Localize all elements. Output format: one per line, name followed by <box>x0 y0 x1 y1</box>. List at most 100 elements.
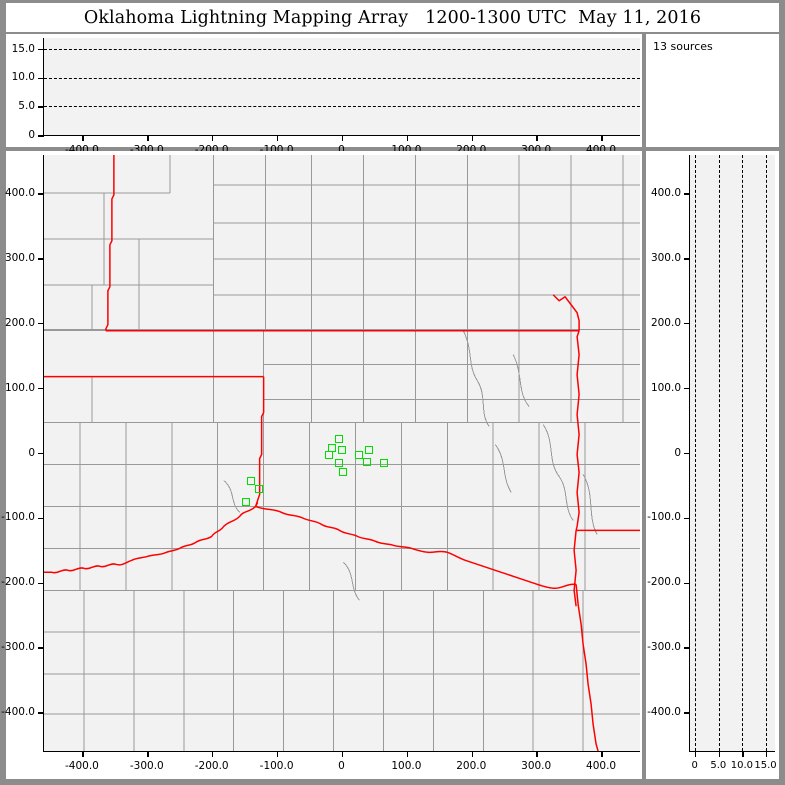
x-axis-tick-label: 400.0 <box>586 760 617 772</box>
y-axis-tick-label: -100.0 <box>1 511 35 524</box>
y-tick <box>38 106 44 108</box>
x-tick <box>536 751 538 757</box>
lightning-source-marker <box>337 446 346 455</box>
x-axis-tick-label: -400.0 <box>64 760 99 772</box>
y-tick <box>684 712 690 714</box>
time-height-plot-area[interactable] <box>38 38 640 141</box>
y-axis-tick-label: -300.0 <box>1 641 35 654</box>
y-axis-tick-label: 200.0 <box>650 316 681 329</box>
x-tick <box>406 135 409 141</box>
x-axis-tick-label: 0 <box>691 760 698 771</box>
x-tick <box>601 751 603 757</box>
x-tick <box>718 751 721 757</box>
y-tick <box>38 193 44 195</box>
x-axis-tick-label: 0 <box>338 760 345 772</box>
sources-info-panel: 13 sources <box>646 34 779 147</box>
x-axis-tick-label: 15.0 <box>754 760 777 771</box>
y-tick <box>38 322 44 325</box>
x-axis-tick-label: -300.0 <box>129 760 164 772</box>
y-axis-tick-label: 300.0 <box>4 251 35 264</box>
page-title: Oklahoma Lightning Mapping Array 1200-13… <box>83 7 702 28</box>
x-tick <box>211 751 214 757</box>
y-tick <box>38 258 44 260</box>
x-tick <box>147 135 149 141</box>
y-tick <box>684 582 690 585</box>
y-tick <box>38 452 44 455</box>
y-tick <box>38 712 44 714</box>
lightning-source-marker <box>324 451 333 460</box>
lightning-source-marker <box>354 451 363 460</box>
y-axis-tick-label: 200.0 <box>4 316 35 329</box>
y-axis-tick-label: 400.0 <box>650 186 681 199</box>
altitude-plot-area[interactable] <box>684 155 775 757</box>
y-axis-tick-label: -200.0 <box>1 576 35 589</box>
y-tick <box>38 48 44 51</box>
y-tick <box>684 517 690 520</box>
y-tick <box>684 387 690 390</box>
x-tick <box>147 751 149 757</box>
y-axis-tick-label: -400.0 <box>647 706 681 719</box>
x-tick <box>601 135 603 141</box>
altitude-histogram-panel: -400.0 -300.0 -200.0 -100.0 0 100.0 200.0 300.0… <box>646 151 779 779</box>
y-axis-tick-label: 300.0 <box>650 251 681 264</box>
y-axis-tick-label: 100.0 <box>650 381 681 394</box>
x-tick <box>765 751 768 757</box>
lightning-source-marker <box>328 443 337 452</box>
x-tick <box>341 751 344 757</box>
x-axis-tick-label: -100.0 <box>259 760 294 772</box>
y-axis-tick-label: 0 <box>28 446 35 459</box>
x-tick <box>536 135 538 141</box>
x-axis-tick-label: 0 <box>338 144 345 156</box>
y-tick <box>684 452 690 455</box>
y-axis-tick-label: 0 <box>28 129 35 141</box>
y-tick <box>38 517 44 520</box>
state-county-map <box>44 155 640 751</box>
y-axis-tick-label: -200.0 <box>647 576 681 589</box>
horizontal-gridline <box>44 106 640 108</box>
x-tick <box>471 751 474 757</box>
lightning-source-marker <box>334 458 343 467</box>
lightning-source-marker <box>334 434 343 443</box>
y-tick <box>684 322 690 325</box>
y-axis-tick-label: 0 <box>674 446 681 459</box>
lightning-source-marker <box>255 484 264 493</box>
map-panel: -400.0 -300.0 -200.0 -100.0 0 100.0 200.0 300.0… <box>1 151 642 779</box>
vertical-gridline <box>718 155 720 751</box>
vertical-gridline <box>694 155 696 751</box>
y-axis-tick-label: 10.0 <box>11 71 35 84</box>
x-axis-tick-label: 200.0 <box>456 760 487 772</box>
x-tick <box>211 135 214 141</box>
y-axis-tick-label: -100.0 <box>647 511 681 524</box>
lightning-source-marker <box>365 446 374 455</box>
y-axis-tick-label: -400.0 <box>1 706 35 719</box>
lightning-source-marker <box>241 498 250 507</box>
lightning-source-marker <box>247 476 255 485</box>
x-tick <box>406 751 409 757</box>
y-axis-tick-label: 100.0 <box>4 381 35 394</box>
lightning-source-marker <box>363 457 372 466</box>
y-tick <box>684 193 690 195</box>
x-tick <box>742 751 744 757</box>
horizontal-gridline <box>44 77 640 79</box>
lightning-source-marker <box>380 458 389 467</box>
x-tick <box>82 135 84 141</box>
x-tick <box>276 135 279 141</box>
map-plot-area[interactable] <box>38 155 640 757</box>
state-boundaries <box>44 155 640 751</box>
lightning-source-marker <box>339 467 348 476</box>
y-tick <box>684 647 690 649</box>
y-axis-tick-label: 5.0 <box>18 100 35 113</box>
x-axis-tick-label: -200.0 <box>194 760 229 772</box>
x-tick <box>694 751 697 757</box>
y-tick <box>38 135 44 137</box>
y-axis-tick-label: 400.0 <box>4 186 35 199</box>
y-tick <box>38 77 44 80</box>
x-axis-tick-label: 300.0 <box>521 760 552 772</box>
source-count-label: 13 sources <box>653 40 713 53</box>
y-tick <box>38 582 44 585</box>
vertical-gridline <box>765 155 767 751</box>
y-tick <box>684 258 690 260</box>
y-tick <box>38 387 44 390</box>
vertical-gridline <box>742 155 744 751</box>
